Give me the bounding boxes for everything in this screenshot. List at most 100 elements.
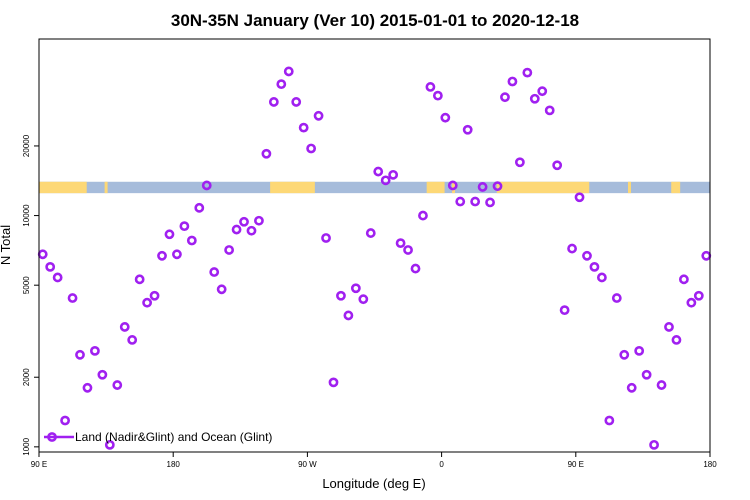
data-point [209,267,220,277]
data-point [649,439,659,450]
data-point [254,215,264,226]
data-point [328,377,339,388]
data-point [268,97,279,107]
x-tick-label: 180 [167,460,181,469]
data-point [507,76,518,87]
data-point [45,261,56,272]
surface-band [39,181,710,194]
land-segment [270,181,315,194]
data-point [37,249,48,260]
data-point [455,196,466,207]
data-point [693,290,704,301]
y-axis: 1000 2000 5000 10000 20000 [22,134,39,456]
data-point [604,415,615,426]
data-point [67,293,78,303]
data-point [634,345,645,356]
data-point [75,349,85,360]
data-point [119,322,130,332]
data-point [403,245,413,255]
data-point [514,157,525,168]
data-point [246,225,257,236]
data-point [82,382,93,393]
data-point [261,148,272,159]
data-point [589,261,600,272]
data-point [179,221,190,232]
data-point [343,310,354,321]
data-point [186,235,197,246]
plot-frame [38,38,711,453]
data-point [410,263,421,274]
data-point [298,122,309,133]
data-point [388,169,399,180]
land-segment [496,181,590,194]
data-point [686,297,697,308]
data-point [380,175,391,186]
data-point [611,293,622,303]
y-tick-label: 10000 [22,204,31,227]
data-point [127,335,138,345]
data-point [656,380,667,390]
data-point [291,97,302,107]
data-point [276,79,287,90]
data-point [52,272,63,283]
y-tick-label: 20000 [22,134,31,157]
y-axis-label: N Total [0,225,13,265]
data-point [701,250,712,261]
data-point [239,216,249,227]
data-point [350,283,361,294]
data-point [470,196,481,207]
data-point [596,272,607,283]
data-point [447,180,458,191]
x-tick-label: 0 [439,460,444,469]
land-segment [627,181,631,194]
data-point [149,290,160,301]
data-point [60,415,70,426]
data-point [373,166,384,177]
data-point [537,86,548,97]
legend-label: Land (Nadir&Glint) and Ocean (Glint) [75,430,272,444]
x-axis: 90 E 180 90 W 0 90 E 180 [31,452,717,469]
data-point [552,160,563,171]
data-point [485,197,495,208]
data-point [462,124,473,135]
data-point [313,110,324,121]
data-point [582,250,592,261]
data-point [567,243,577,254]
y-tick-label: 2000 [22,368,31,386]
data-point [574,192,585,203]
y-tick-label: 1000 [22,437,31,455]
data-point [395,238,406,249]
data-point [231,224,242,235]
data-point [216,284,227,295]
data-point [432,90,443,101]
data-point [641,369,652,380]
data-point [477,182,488,192]
data-point [306,143,317,154]
data-points [37,66,712,450]
data-point [283,66,294,77]
data-point [679,274,689,285]
land-segment [452,181,456,194]
x-tick-label: 90 E [568,460,584,469]
data-point [104,439,115,450]
land-segment [671,181,681,194]
y-tick-label: 5000 [22,276,31,294]
data-point [321,233,331,243]
data-point [97,369,108,380]
data-point [142,297,153,308]
data-point [492,181,503,192]
data-point [365,228,376,238]
data-point [522,67,533,78]
data-point [172,249,182,260]
data-point [544,105,555,116]
x-tick-label: 90 W [298,460,317,469]
data-point [358,294,369,305]
land-segment [426,181,445,194]
data-point [157,250,167,261]
data-point [90,345,100,356]
x-tick-label: 90 E [31,460,47,469]
data-point [112,380,123,390]
data-point [671,335,682,345]
x-tick-label: 180 [703,460,717,469]
